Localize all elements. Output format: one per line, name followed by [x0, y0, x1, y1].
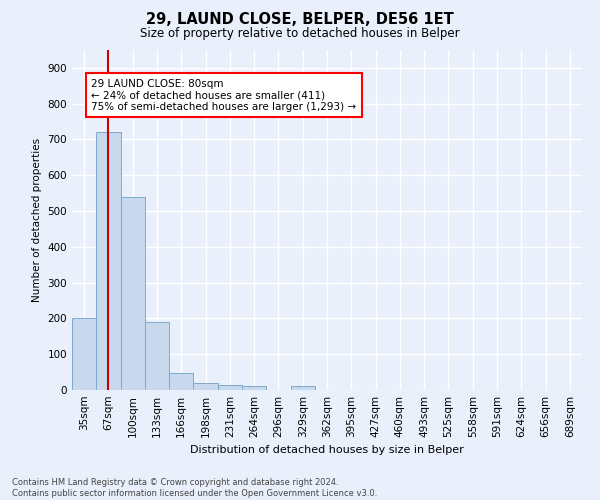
Bar — [290, 386, 315, 390]
Bar — [169, 373, 193, 390]
Y-axis label: Number of detached properties: Number of detached properties — [32, 138, 42, 302]
Bar — [145, 322, 169, 390]
Bar — [121, 196, 145, 390]
Text: 29, LAUND CLOSE, BELPER, DE56 1ET: 29, LAUND CLOSE, BELPER, DE56 1ET — [146, 12, 454, 28]
X-axis label: Distribution of detached houses by size in Belper: Distribution of detached houses by size … — [190, 446, 464, 456]
Bar — [193, 383, 218, 390]
Text: 29 LAUND CLOSE: 80sqm
← 24% of detached houses are smaller (411)
75% of semi-det: 29 LAUND CLOSE: 80sqm ← 24% of detached … — [91, 78, 356, 112]
Bar — [218, 385, 242, 390]
Bar — [72, 318, 96, 390]
Text: Contains HM Land Registry data © Crown copyright and database right 2024.
Contai: Contains HM Land Registry data © Crown c… — [12, 478, 377, 498]
Bar — [242, 386, 266, 390]
Bar — [96, 132, 121, 390]
Text: Size of property relative to detached houses in Belper: Size of property relative to detached ho… — [140, 28, 460, 40]
